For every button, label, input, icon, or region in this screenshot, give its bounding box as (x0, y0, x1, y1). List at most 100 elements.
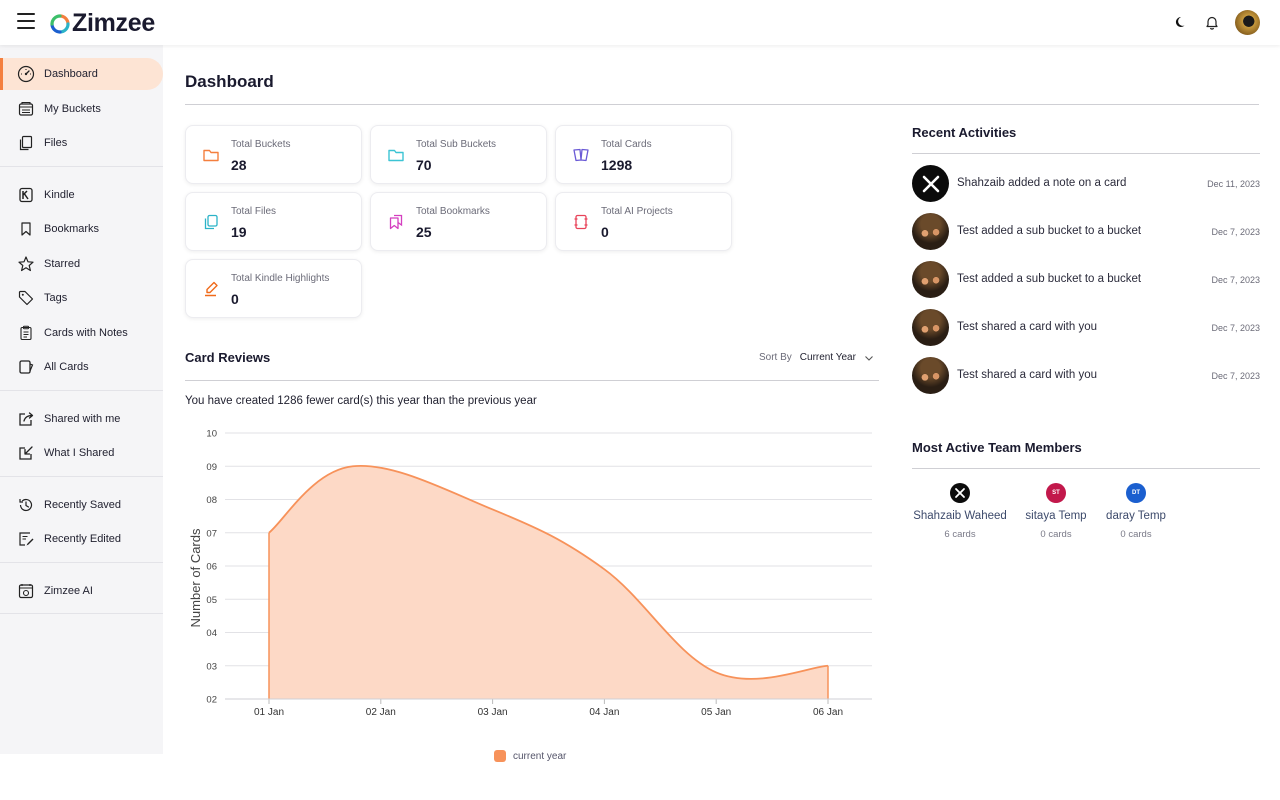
member-name: sitaya Temp (1025, 510, 1087, 522)
activity-text: Shahzaib added a note on a card (957, 177, 1127, 189)
bell-icon[interactable] (1199, 9, 1225, 35)
files-icon (17, 134, 35, 152)
x-logo-icon (950, 483, 970, 503)
ai-project-icon (574, 214, 588, 230)
stat-label: Total Buckets (231, 139, 291, 150)
sidebar-item-kindle[interactable]: Kindle (0, 179, 163, 211)
card-reviews-chart: 02 03 04 05 06 07 08 09 10 01 Jan 02 Jan 03 Jan 04 J… (185, 422, 885, 742)
logo[interactable]: Zimzee (50, 9, 155, 38)
activity-item[interactable]: Shahzaib added a note on a card Dec 11, … (912, 165, 1260, 203)
sort-by-label: Sort By (759, 352, 792, 363)
sidebar-item-bookmarks[interactable]: Bookmarks (0, 213, 163, 245)
avatar (912, 309, 949, 346)
activity-text: Test added a sub bucket to a bucket (957, 225, 1142, 237)
sidebar-item-recently-edited[interactable]: Recently Edited (0, 523, 163, 555)
activity-text: Test added a sub bucket to a bucket (957, 273, 1142, 285)
sidebar-item-label: Kindle (44, 188, 75, 201)
y-tick-label: 04 (206, 628, 217, 639)
legend-label: current year (513, 750, 567, 762)
user-avatar[interactable] (1235, 9, 1260, 35)
activity-item[interactable]: Test added a sub bucket to a bucket Dec … (912, 213, 1260, 251)
sidebar-item-tags[interactable]: Tags (0, 282, 163, 314)
y-tick-label: 03 (206, 661, 217, 672)
stat-card-total-ai-projects[interactable]: Total AI Projects 0 (555, 192, 732, 251)
sidebar-item-all-cards[interactable]: All Cards (0, 351, 163, 383)
stat-card-total-files[interactable]: Total Files 19 (185, 192, 362, 251)
subfolder-icon (388, 149, 404, 162)
chart-legend[interactable]: current year (494, 750, 566, 762)
menu-icon[interactable] (17, 13, 35, 29)
title-divider (185, 104, 1259, 105)
sidebar-item-what-i-shared[interactable]: What I Shared (0, 437, 163, 469)
sidebar-item-zimzee-ai[interactable]: Zimzee AI (0, 575, 163, 607)
team-member[interactable]: ST sitaya Temp 0 cards (1020, 483, 1092, 540)
recent-activities-title: Recent Activities (912, 125, 1017, 140)
tag-icon (17, 289, 35, 307)
nav-group-library: Kindle Bookmarks Starred Tags Cards with… (0, 167, 163, 391)
activity-item[interactable]: Test shared a card with you Dec 7, 2023 (912, 309, 1260, 347)
clipboard-icon (17, 324, 35, 342)
sidebar-item-label: Bookmarks (44, 223, 100, 235)
stat-label: Total Sub Buckets (416, 139, 497, 150)
sidebar-item-label: Files (44, 137, 68, 149)
avatar (912, 261, 949, 298)
x-tick-label: 05 Jan (701, 707, 731, 718)
team-member[interactable]: DT daray Temp 0 cards (1103, 483, 1169, 540)
x-tick-label: 02 Jan (366, 707, 396, 718)
stat-value: 1298 (601, 157, 633, 173)
sidebar-item-label: Shared with me (44, 412, 121, 425)
stat-value: 70 (416, 157, 432, 173)
sidebar-item-starred[interactable]: Starred (0, 248, 163, 280)
sidebar-item-cards-with-notes[interactable]: Cards with Notes (0, 317, 163, 349)
stat-card-total-cards[interactable]: Total Cards 1298 (555, 125, 732, 184)
avatar: DT (1126, 483, 1146, 503)
stat-label: Total AI Projects (601, 206, 673, 217)
edit-icon (17, 530, 35, 548)
member-count: 0 cards (1120, 529, 1152, 540)
member-name: Shahzaib Waheed (913, 510, 1007, 522)
sidebar-item-label: Zimzee AI (44, 584, 93, 597)
sort-by-select[interactable]: Current Year (799, 352, 856, 363)
moon-icon[interactable] (1169, 9, 1195, 35)
series-line (268, 464, 829, 680)
stat-label: Total Cards (601, 139, 652, 150)
team-members-title: Most Active Team Members (912, 440, 1082, 455)
file-copy-icon (204, 214, 218, 230)
star-icon (17, 255, 35, 273)
y-axis-label: Number of Cards (188, 528, 203, 627)
header-actions (1165, 9, 1260, 35)
page-title: Dashboard (185, 72, 274, 91)
activity-text: Test shared a card with you (957, 369, 1097, 381)
nav-group-main: Dashboard My Buckets Files (0, 45, 163, 167)
team-members-divider (912, 468, 1260, 469)
y-tick-label: 06 (206, 562, 217, 573)
chevron-down-icon[interactable] (864, 353, 874, 363)
sidebar-item-dashboard[interactable]: Dashboard (0, 58, 163, 90)
sidebar-item-recently-saved[interactable]: Recently Saved (0, 489, 163, 521)
y-tick-label: 10 (206, 429, 217, 440)
stat-card-total-bookmarks[interactable]: Total Bookmarks 25 (370, 192, 547, 251)
activity-date: Dec 7, 2023 (1211, 371, 1260, 381)
highlighter-icon (205, 281, 218, 297)
activity-item[interactable]: Test shared a card with you Dec 7, 2023 (912, 357, 1260, 395)
top-bar: Zimzee (0, 0, 1280, 45)
logo-mark-icon (50, 13, 70, 34)
stat-card-total-kindle-highlights[interactable]: Total Kindle Highlights 0 (185, 259, 362, 318)
sidebar-item-label: Dashboard (44, 68, 98, 80)
x-tick-label: 04 Jan (589, 707, 619, 718)
sort-by: Sort By Current Year (759, 352, 874, 363)
avatar: ST (1046, 483, 1066, 503)
activity-text: Test shared a card with you (957, 321, 1097, 333)
bucket-icon (17, 100, 35, 118)
stat-card-total-sub-buckets[interactable]: Total Sub Buckets 70 (370, 125, 547, 184)
sidebar-item-my-buckets[interactable]: My Buckets (0, 93, 163, 125)
x-logo-icon (912, 165, 949, 202)
sidebar-item-files[interactable]: Files (0, 127, 163, 159)
activity-item[interactable]: Test added a sub bucket to a bucket Dec … (912, 261, 1260, 299)
stat-card-total-buckets[interactable]: Total Buckets 28 (185, 125, 362, 184)
sidebar-item-shared-with-me[interactable]: Shared with me (0, 403, 163, 435)
ai-icon (17, 582, 35, 600)
team-member[interactable]: Shahzaib Waheed 6 cards (912, 483, 1008, 540)
cards-stack-icon (573, 148, 589, 162)
x-tick-label: 01 Jan (254, 707, 284, 718)
